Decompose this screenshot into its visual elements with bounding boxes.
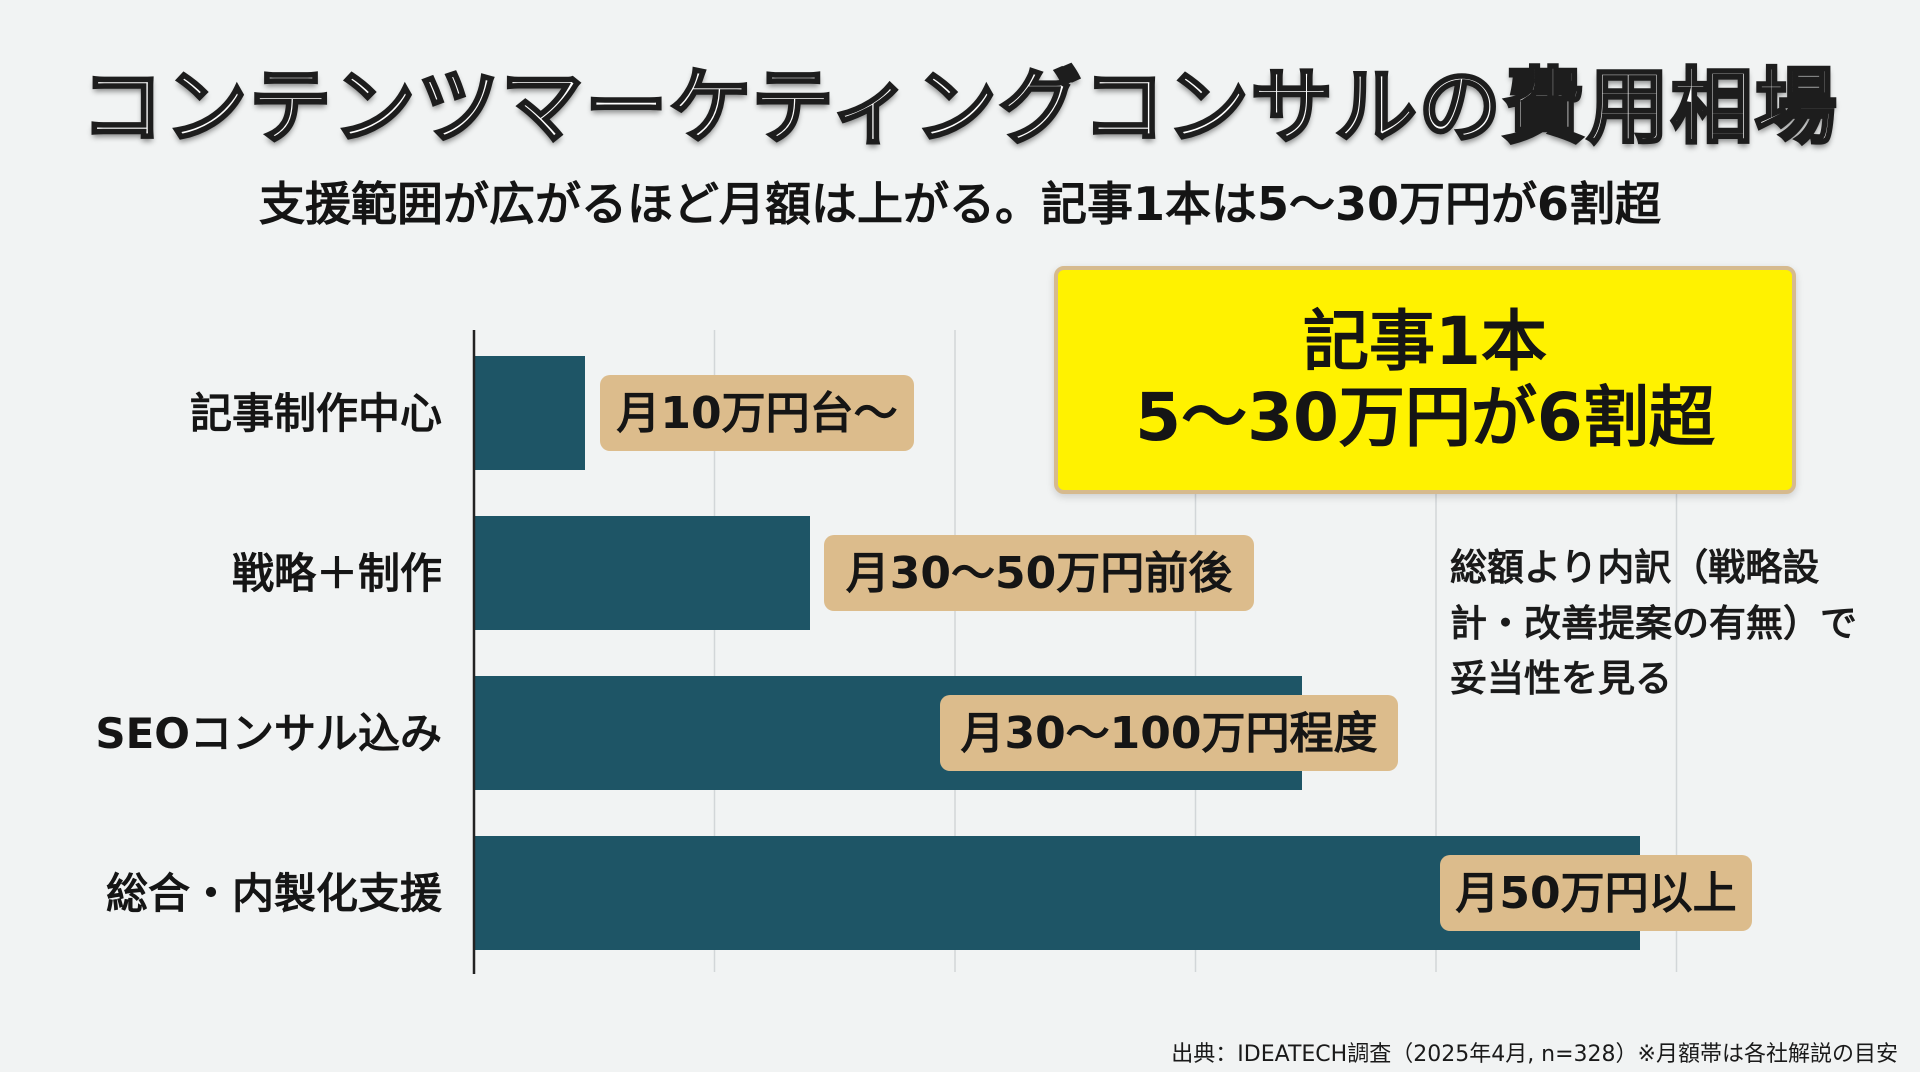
value-label-bg-1 (600, 375, 914, 451)
value-label-2: 月30〜50万円前後 (846, 548, 1233, 599)
value-label-bg-3 (940, 695, 1398, 771)
category-label-1: 記事制作中心 (190, 389, 442, 438)
value-label-bg-4 (1440, 855, 1752, 931)
callout-line-1: 記事1本 (1303, 303, 1547, 381)
category-label-2: 戦略＋制作 (232, 549, 442, 598)
value-label-4: 月50万円以上 (1455, 868, 1736, 919)
value-label-3: 月30〜100万円程度 (960, 708, 1377, 759)
page-title: コンテンツマーケティングコンサルの費用相場 (80, 59, 1839, 157)
highlight-callout: 記事1本 5〜30万円が6割超 (1054, 266, 1796, 494)
side-note: 総額より内訳（戦略設計・改善提案の有無）で妥当性を見る (1450, 546, 1857, 700)
value-label-1: 月10万円台〜 (616, 388, 897, 439)
category-label-4: 総合・内製化支援 (106, 869, 443, 918)
page-subtitle: 支援範囲が広がるほど月額は上がる。記事1本は5〜30万円が6割超 (258, 177, 1662, 231)
value-label-bg-2 (824, 535, 1254, 611)
callout-line-2: 5〜30万円が6割超 (1135, 379, 1715, 456)
source-note: 出典：IDEATECH調査（2025年4月, n=328）※月額帯は各社解説の目… (1171, 1042, 1898, 1067)
bar-2 (474, 516, 810, 630)
category-label-3: SEOコンサル込み (95, 709, 442, 758)
bar-1 (474, 356, 585, 470)
